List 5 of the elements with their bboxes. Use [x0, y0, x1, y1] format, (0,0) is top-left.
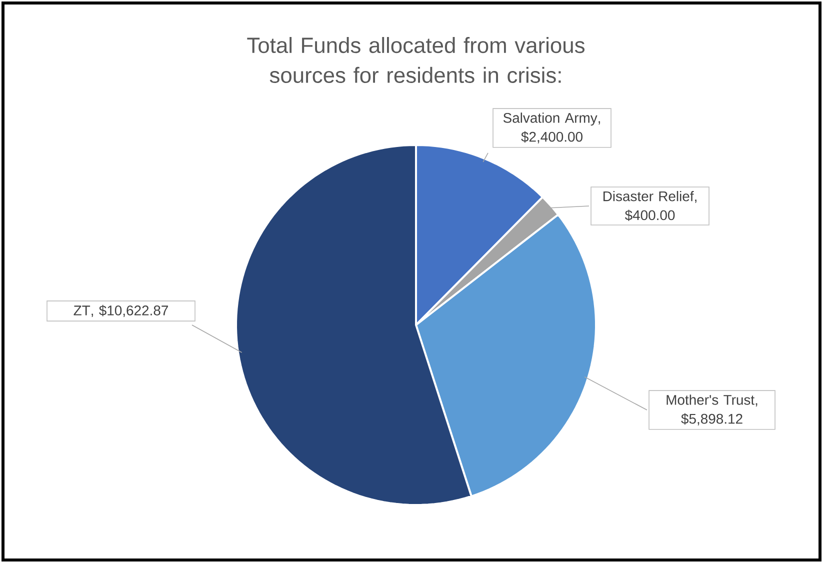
- data-label: , $10,622.87: [92, 304, 168, 318]
- slice-label: Mother's Trust: [666, 394, 754, 405]
- slice-label: ZT: [74, 306, 90, 316]
- slice-label: Disaster Relief: [603, 190, 694, 202]
- chart-title: Total Funds allocated from various sources for residents in crisis:: [247, 36, 584, 83]
